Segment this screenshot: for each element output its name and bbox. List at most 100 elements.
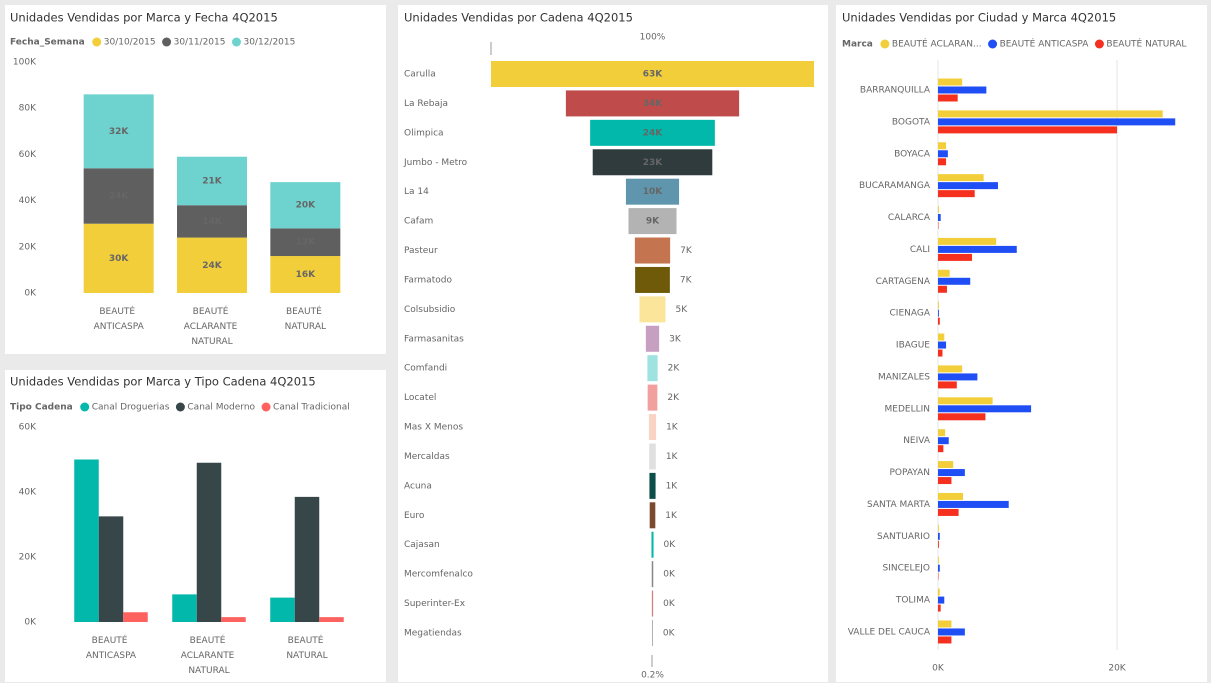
category-label: Olimpica bbox=[404, 128, 444, 138]
data-label: 32K bbox=[109, 127, 130, 137]
category-label: MANIZALES bbox=[878, 372, 930, 382]
bar-segment bbox=[83, 94, 154, 169]
data-label: 3K bbox=[669, 334, 682, 344]
bar bbox=[221, 617, 246, 622]
category-label: VALLE DEL CAUCA bbox=[848, 627, 931, 637]
funnel-bar bbox=[645, 325, 660, 352]
category-label: BOGOTA bbox=[892, 117, 931, 127]
bar-segment bbox=[270, 256, 341, 293]
bar-segment bbox=[270, 228, 341, 257]
x-tick-label: 20K bbox=[1108, 664, 1126, 674]
bar bbox=[938, 118, 1176, 126]
funnel-bar bbox=[649, 502, 656, 529]
bar bbox=[294, 496, 320, 622]
bar bbox=[938, 405, 1032, 413]
bar bbox=[938, 253, 973, 261]
category-label: Superinter-Ex bbox=[404, 599, 466, 609]
category-label: Cafam bbox=[404, 217, 433, 227]
category-label: TOLIMA bbox=[895, 596, 931, 606]
data-label: 9K bbox=[646, 217, 660, 227]
legend-swatch bbox=[880, 39, 890, 49]
bar-segment bbox=[83, 223, 154, 293]
legend-swatch bbox=[80, 402, 90, 412]
bar bbox=[938, 540, 939, 548]
data-label: 0K bbox=[663, 628, 676, 638]
data-label: 2K bbox=[668, 364, 681, 374]
funnel-bar bbox=[491, 61, 814, 87]
legend-label: BEAUTÉ ANTICASPA bbox=[1000, 38, 1090, 50]
category-label: CIENAGA bbox=[890, 309, 931, 319]
bar bbox=[938, 524, 939, 532]
panel bbox=[5, 370, 386, 682]
x-tick-label: BEAUTÉ ANTICASPA bbox=[94, 305, 145, 332]
category-label: NEIVA bbox=[903, 436, 931, 446]
legend-title: Fecha_Semana bbox=[10, 38, 85, 48]
bar bbox=[938, 237, 997, 245]
bar bbox=[938, 477, 952, 485]
bar bbox=[938, 604, 941, 612]
data-label: 7K bbox=[680, 246, 693, 256]
funnel-bar bbox=[590, 119, 715, 146]
bar bbox=[938, 301, 939, 309]
legend-swatch bbox=[175, 402, 185, 412]
chart-title: Unidades Vendidas por Cadena 4Q2015 bbox=[404, 11, 633, 25]
category-label: Jumbo - Metro bbox=[403, 158, 468, 168]
bar bbox=[938, 94, 958, 102]
bar bbox=[938, 333, 945, 341]
legend-label: 30/10/2015 bbox=[104, 38, 156, 48]
bar bbox=[270, 597, 295, 622]
bar bbox=[938, 508, 959, 516]
y-tick-label: 100K bbox=[13, 58, 37, 68]
data-label: 30K bbox=[109, 254, 130, 264]
data-label: 14K bbox=[202, 217, 223, 227]
data-label: 24K bbox=[643, 128, 664, 138]
bar bbox=[938, 285, 947, 293]
data-label: 20K bbox=[296, 201, 317, 211]
legend-swatch bbox=[1094, 39, 1104, 49]
category-label: Cajasan bbox=[404, 540, 440, 550]
bar bbox=[938, 126, 1118, 134]
x-tick-label: 0K bbox=[932, 664, 945, 674]
bar bbox=[938, 142, 947, 150]
y-tick-label: 60K bbox=[19, 423, 37, 433]
data-label: 24K bbox=[202, 261, 223, 271]
category-label: Carulla bbox=[404, 70, 436, 80]
x-tick-label: BEAUTÉ NATURAL bbox=[286, 634, 327, 661]
legend-label: 30/11/2015 bbox=[174, 38, 226, 48]
data-label: 1K bbox=[666, 452, 679, 462]
category-label: Acuna bbox=[404, 481, 432, 491]
data-label: 21K bbox=[202, 176, 223, 186]
category-label: Euro bbox=[404, 511, 425, 521]
bar bbox=[938, 437, 949, 445]
bar-segment bbox=[177, 205, 247, 238]
category-label: IBAGUE bbox=[896, 341, 930, 351]
legend-label: BEAUTÉ ACLARAN... bbox=[892, 38, 982, 50]
bar bbox=[938, 397, 993, 405]
data-label: 16K bbox=[296, 270, 317, 280]
bar-segment bbox=[177, 237, 247, 293]
bar bbox=[938, 381, 957, 389]
bar bbox=[938, 214, 941, 222]
bar bbox=[938, 78, 963, 86]
bar bbox=[938, 190, 975, 198]
bar-segment bbox=[83, 168, 154, 224]
bar bbox=[938, 206, 939, 214]
y-tick-label: 80K bbox=[19, 104, 37, 114]
bar bbox=[938, 636, 952, 644]
bar bbox=[319, 617, 344, 622]
legend-swatch bbox=[162, 37, 172, 47]
funnel-bar bbox=[651, 531, 654, 558]
y-tick-label: 60K bbox=[19, 150, 37, 160]
bar bbox=[938, 245, 1017, 253]
data-label: 12K bbox=[296, 238, 317, 248]
bar bbox=[938, 564, 940, 572]
y-tick-label: 20K bbox=[19, 553, 37, 563]
bar bbox=[938, 269, 950, 277]
category-label: Comfandi bbox=[404, 364, 447, 374]
legend-label: Canal Moderno bbox=[187, 403, 255, 413]
legend-swatch bbox=[988, 39, 998, 49]
legend-label: Canal Droguerias bbox=[92, 403, 170, 413]
bar bbox=[123, 612, 148, 622]
y-tick-label: 0K bbox=[24, 618, 37, 628]
x-tick-label: BEAUTÉ ANTICASPA bbox=[86, 634, 137, 661]
